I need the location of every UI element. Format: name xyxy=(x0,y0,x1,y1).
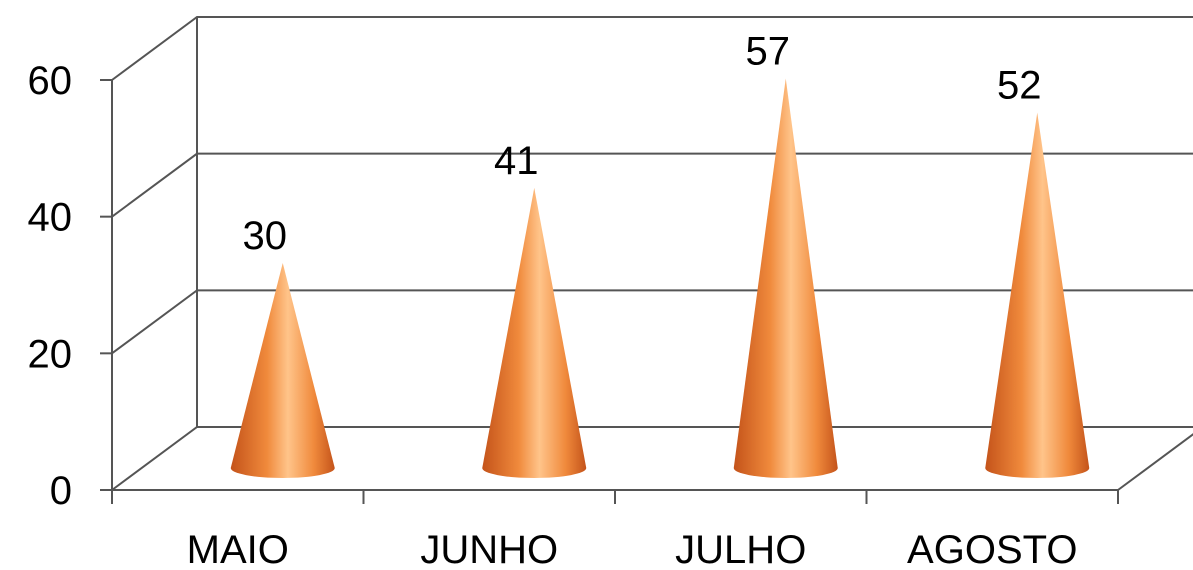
cone-body xyxy=(230,263,335,478)
category-label: AGOSTO xyxy=(907,528,1077,570)
category-label: JUNHO xyxy=(420,528,558,570)
cones xyxy=(230,78,1090,479)
data-label: 52 xyxy=(997,64,1042,108)
axes xyxy=(100,17,1193,504)
y-tick-label: 40 xyxy=(28,196,73,240)
y-tick-label: 60 xyxy=(28,59,73,103)
x-axis-category-labels: MAIO JUNHO JULHO AGOSTO xyxy=(187,528,1078,570)
category-label: MAIO xyxy=(187,528,289,570)
category-label: JULHO xyxy=(675,528,806,570)
cone-junho xyxy=(482,187,587,479)
cone-maio xyxy=(230,263,335,478)
cone-julho xyxy=(733,78,838,478)
y-tick-label: 20 xyxy=(28,332,73,376)
cone-body xyxy=(733,78,838,478)
cone-agosto xyxy=(985,112,1090,479)
data-label: 30 xyxy=(243,214,288,258)
data-label: 57 xyxy=(746,30,791,74)
floor-right-edge xyxy=(1117,433,1193,491)
data-labels: 30 41 57 52 xyxy=(243,30,1042,259)
y-tick-label: 0 xyxy=(50,469,72,513)
cone-body xyxy=(482,187,587,479)
y-axis-tick-labels: 0 20 40 60 xyxy=(28,59,73,513)
data-label: 41 xyxy=(494,139,539,183)
cone-body xyxy=(985,112,1090,479)
